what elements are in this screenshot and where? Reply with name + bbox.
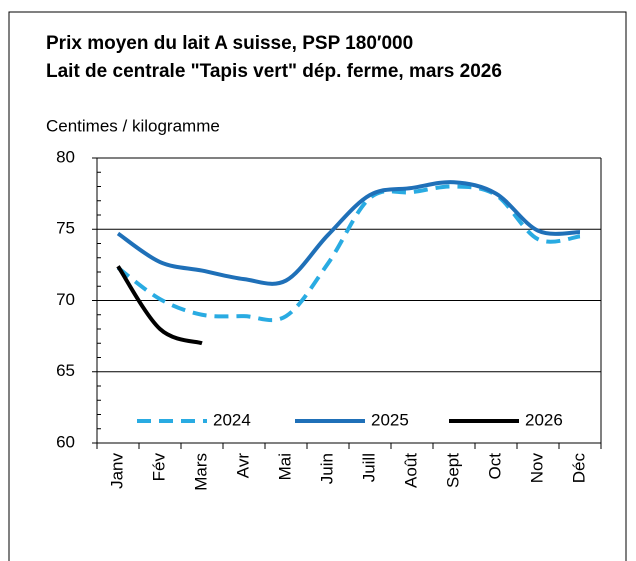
legend-label: 2024 [213, 410, 251, 429]
x-tick-label: Sept [443, 453, 462, 488]
y-tick-label: 80 [56, 147, 75, 166]
y-tick-label: 65 [56, 361, 75, 380]
y-tick-label: 60 [56, 432, 75, 451]
x-tick-label: Juill [359, 453, 378, 482]
y-tick-label: 75 [56, 219, 75, 238]
x-tick-label: Avr [233, 453, 252, 479]
x-tick-label: Fév [149, 453, 168, 482]
series-line [116, 184, 581, 323]
x-tick-label: Nov [527, 453, 546, 484]
legend-label: 2026 [525, 410, 563, 429]
series-line [116, 180, 581, 286]
chart-subtitle: Lait de centrale "Tapis vert" dép. ferme… [46, 61, 502, 82]
x-tick-label: Mai [275, 453, 294, 480]
y-axis-label: Centimes / kilogramme [46, 116, 220, 135]
x-tick-label: Janv [107, 453, 126, 489]
x-tick-label: Mars [191, 453, 210, 491]
y-tick-label: 70 [56, 290, 75, 309]
x-tick-label: Déc [569, 453, 588, 484]
chart-title: Prix moyen du lait A suisse, PSP 180′000 [46, 33, 413, 54]
x-tick-label: Juin [317, 453, 336, 484]
x-tick-label: Oct [485, 453, 504, 480]
x-tick-label: Août [401, 453, 420, 488]
legend-label: 2025 [371, 410, 409, 429]
series-line [116, 265, 203, 346]
frame [8, 11, 627, 561]
